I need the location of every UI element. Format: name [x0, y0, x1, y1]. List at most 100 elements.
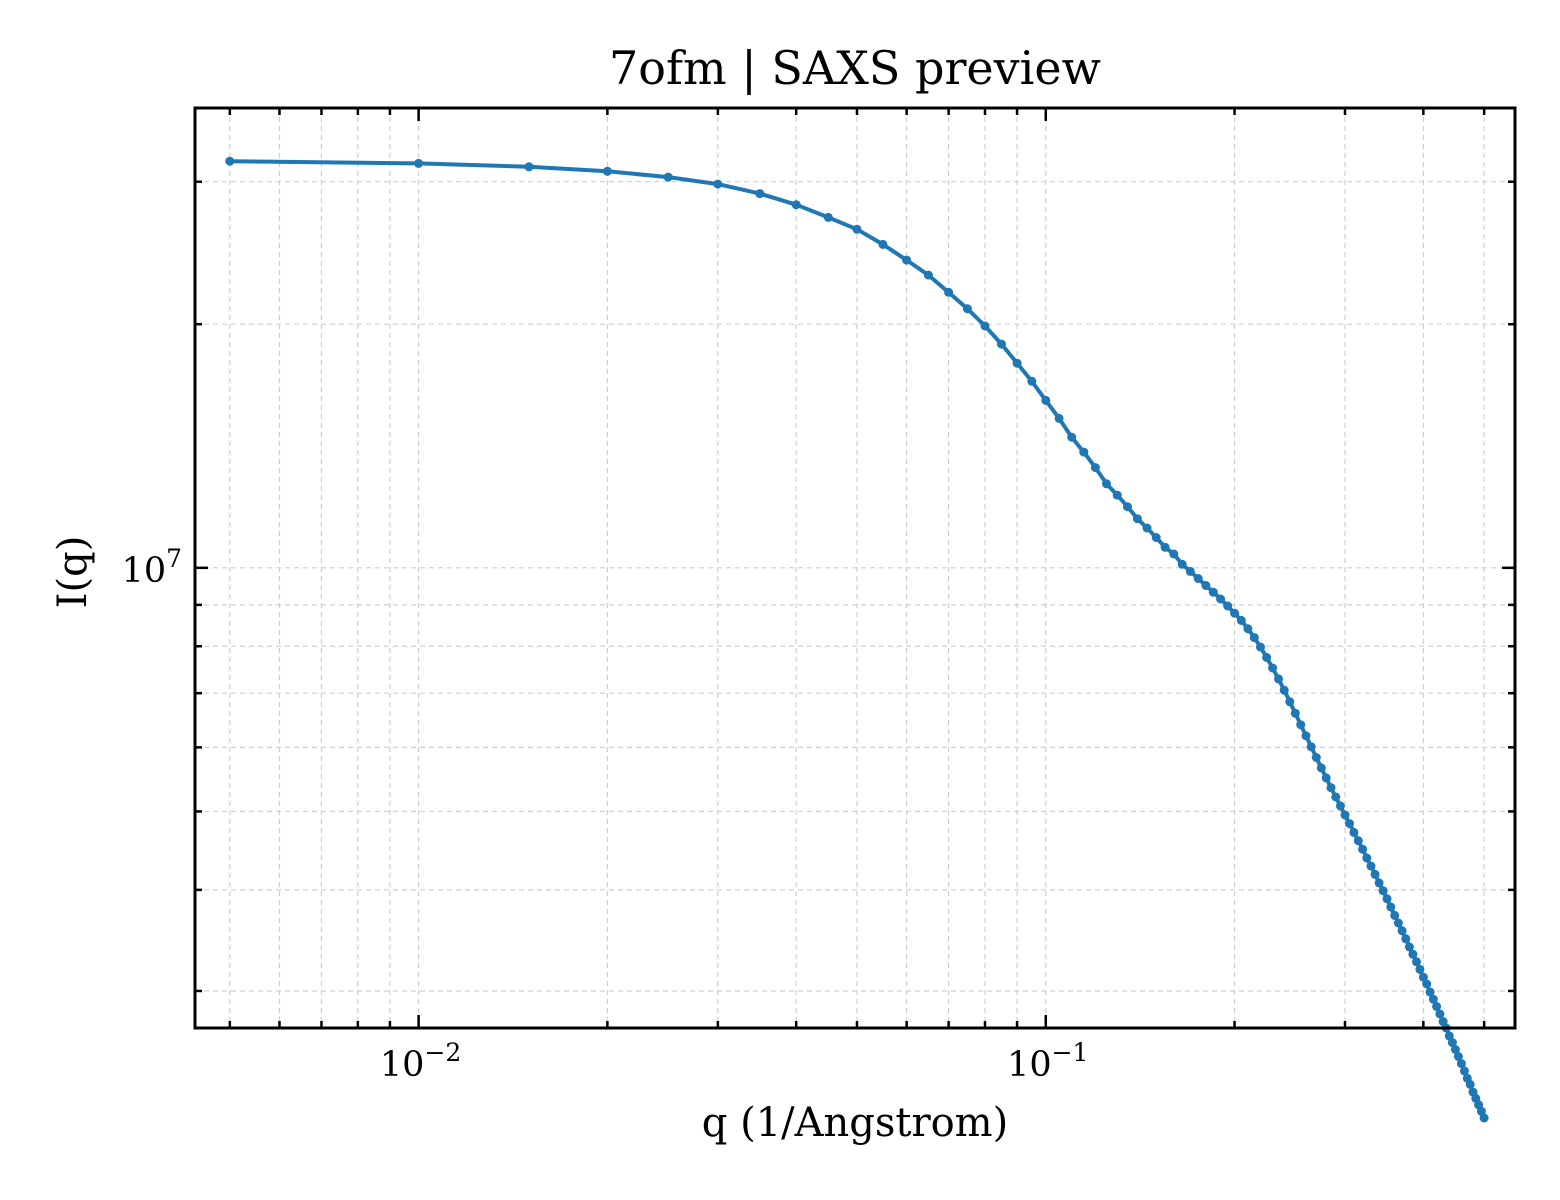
- data-point: [1358, 844, 1368, 854]
- data-point: [1362, 853, 1372, 863]
- data-point: [1349, 827, 1359, 837]
- data-point: [1193, 574, 1203, 583]
- y-axis-label: I(q): [50, 536, 96, 609]
- data-point: [1408, 949, 1418, 959]
- data-point: [1390, 910, 1400, 920]
- data-point: [713, 179, 723, 189]
- data-point: [1236, 615, 1246, 625]
- data-point: [1366, 861, 1376, 871]
- data-point: [1447, 1038, 1457, 1048]
- data-point: [1112, 490, 1122, 500]
- data-point: [1397, 926, 1407, 936]
- data-point: [225, 156, 235, 166]
- x-tick-label: 10−1: [1007, 1038, 1088, 1085]
- data-point: [1012, 358, 1022, 368]
- data-point: [791, 200, 801, 210]
- data-point: [923, 270, 933, 280]
- data-point: [1456, 1059, 1466, 1069]
- data-point: [1311, 753, 1321, 762]
- data-point: [1160, 542, 1170, 552]
- data-point: [1142, 523, 1152, 533]
- data-point: [1386, 902, 1396, 912]
- data-point: [1401, 934, 1411, 944]
- data-point: [1435, 1009, 1445, 1019]
- data-point: [1422, 979, 1432, 989]
- data-point: [663, 172, 673, 182]
- data-point: [1404, 942, 1414, 952]
- data-point: [414, 158, 424, 168]
- data-point: [1301, 731, 1311, 741]
- data-point: [1296, 720, 1306, 730]
- data-point: [1378, 886, 1388, 896]
- data-point: [1151, 533, 1161, 542]
- data-point: [1453, 1052, 1463, 1061]
- data-point: [1345, 819, 1354, 829]
- data-point: [1465, 1079, 1475, 1089]
- data-point: [962, 304, 972, 314]
- data-point: [1418, 972, 1428, 982]
- data-point: [1090, 463, 1100, 473]
- data-point: [1201, 581, 1211, 590]
- data-point: [1425, 987, 1435, 997]
- data-point: [602, 166, 612, 176]
- data-point: [1208, 587, 1218, 597]
- data-point: [1279, 685, 1289, 695]
- data-point: [1216, 594, 1226, 604]
- data-point: [1432, 1002, 1442, 1011]
- data-point: [902, 255, 912, 265]
- data-point: [1123, 502, 1132, 512]
- data-point: [1415, 964, 1425, 974]
- data-point: [1054, 413, 1064, 423]
- data-point: [1326, 783, 1336, 793]
- data-point: [1331, 792, 1341, 802]
- data-point: [1306, 742, 1316, 752]
- data-point: [1444, 1031, 1454, 1041]
- data-point: [524, 162, 534, 172]
- data-point: [1079, 447, 1089, 457]
- data-point: [1027, 376, 1037, 386]
- data-point: [1393, 918, 1403, 928]
- data-point: [944, 287, 954, 297]
- data-point: [1428, 994, 1438, 1004]
- x-tick-label: 10−2: [380, 1038, 461, 1085]
- data-point: [1243, 624, 1253, 634]
- grid-layer: [195, 108, 1515, 1028]
- data-point: [1459, 1066, 1469, 1076]
- data-point: [1067, 432, 1077, 442]
- data-point: [1321, 773, 1331, 783]
- data-point: [823, 212, 833, 222]
- data-point: [1370, 869, 1380, 879]
- data-point: [1249, 633, 1259, 643]
- tick-labels-layer: 10−2 10−1 107: [122, 544, 1089, 1085]
- data-point: [1132, 514, 1142, 524]
- data-point: [1102, 479, 1111, 489]
- data-point: [1169, 549, 1179, 559]
- y-tick-label: 107: [122, 544, 182, 591]
- data-point: [1340, 810, 1350, 820]
- data-point: [1382, 894, 1392, 904]
- series-layer: [225, 156, 1489, 1123]
- x-axis-label: q (1/Angstrom): [702, 1100, 1008, 1146]
- data-point: [1223, 601, 1233, 611]
- data-point: [1177, 559, 1187, 569]
- data-point: [878, 239, 888, 249]
- data-point: [1450, 1045, 1460, 1054]
- data-point: [852, 224, 862, 234]
- data-point: [1230, 608, 1240, 618]
- data-point: [1353, 836, 1363, 846]
- data-point: [997, 339, 1006, 349]
- data-point: [755, 189, 765, 199]
- data-point: [1316, 763, 1326, 773]
- data-point: [1290, 708, 1300, 718]
- plot-frame: [193, 106, 1517, 1030]
- data-point: [1185, 566, 1195, 576]
- data-point: [1262, 652, 1272, 662]
- data-point: [980, 321, 990, 331]
- data-point: [1041, 395, 1051, 405]
- data-point: [1374, 878, 1384, 888]
- data-point: [1479, 1113, 1489, 1123]
- data-point: [1268, 663, 1278, 673]
- data-point: [1256, 642, 1265, 652]
- data-point: [1285, 697, 1295, 707]
